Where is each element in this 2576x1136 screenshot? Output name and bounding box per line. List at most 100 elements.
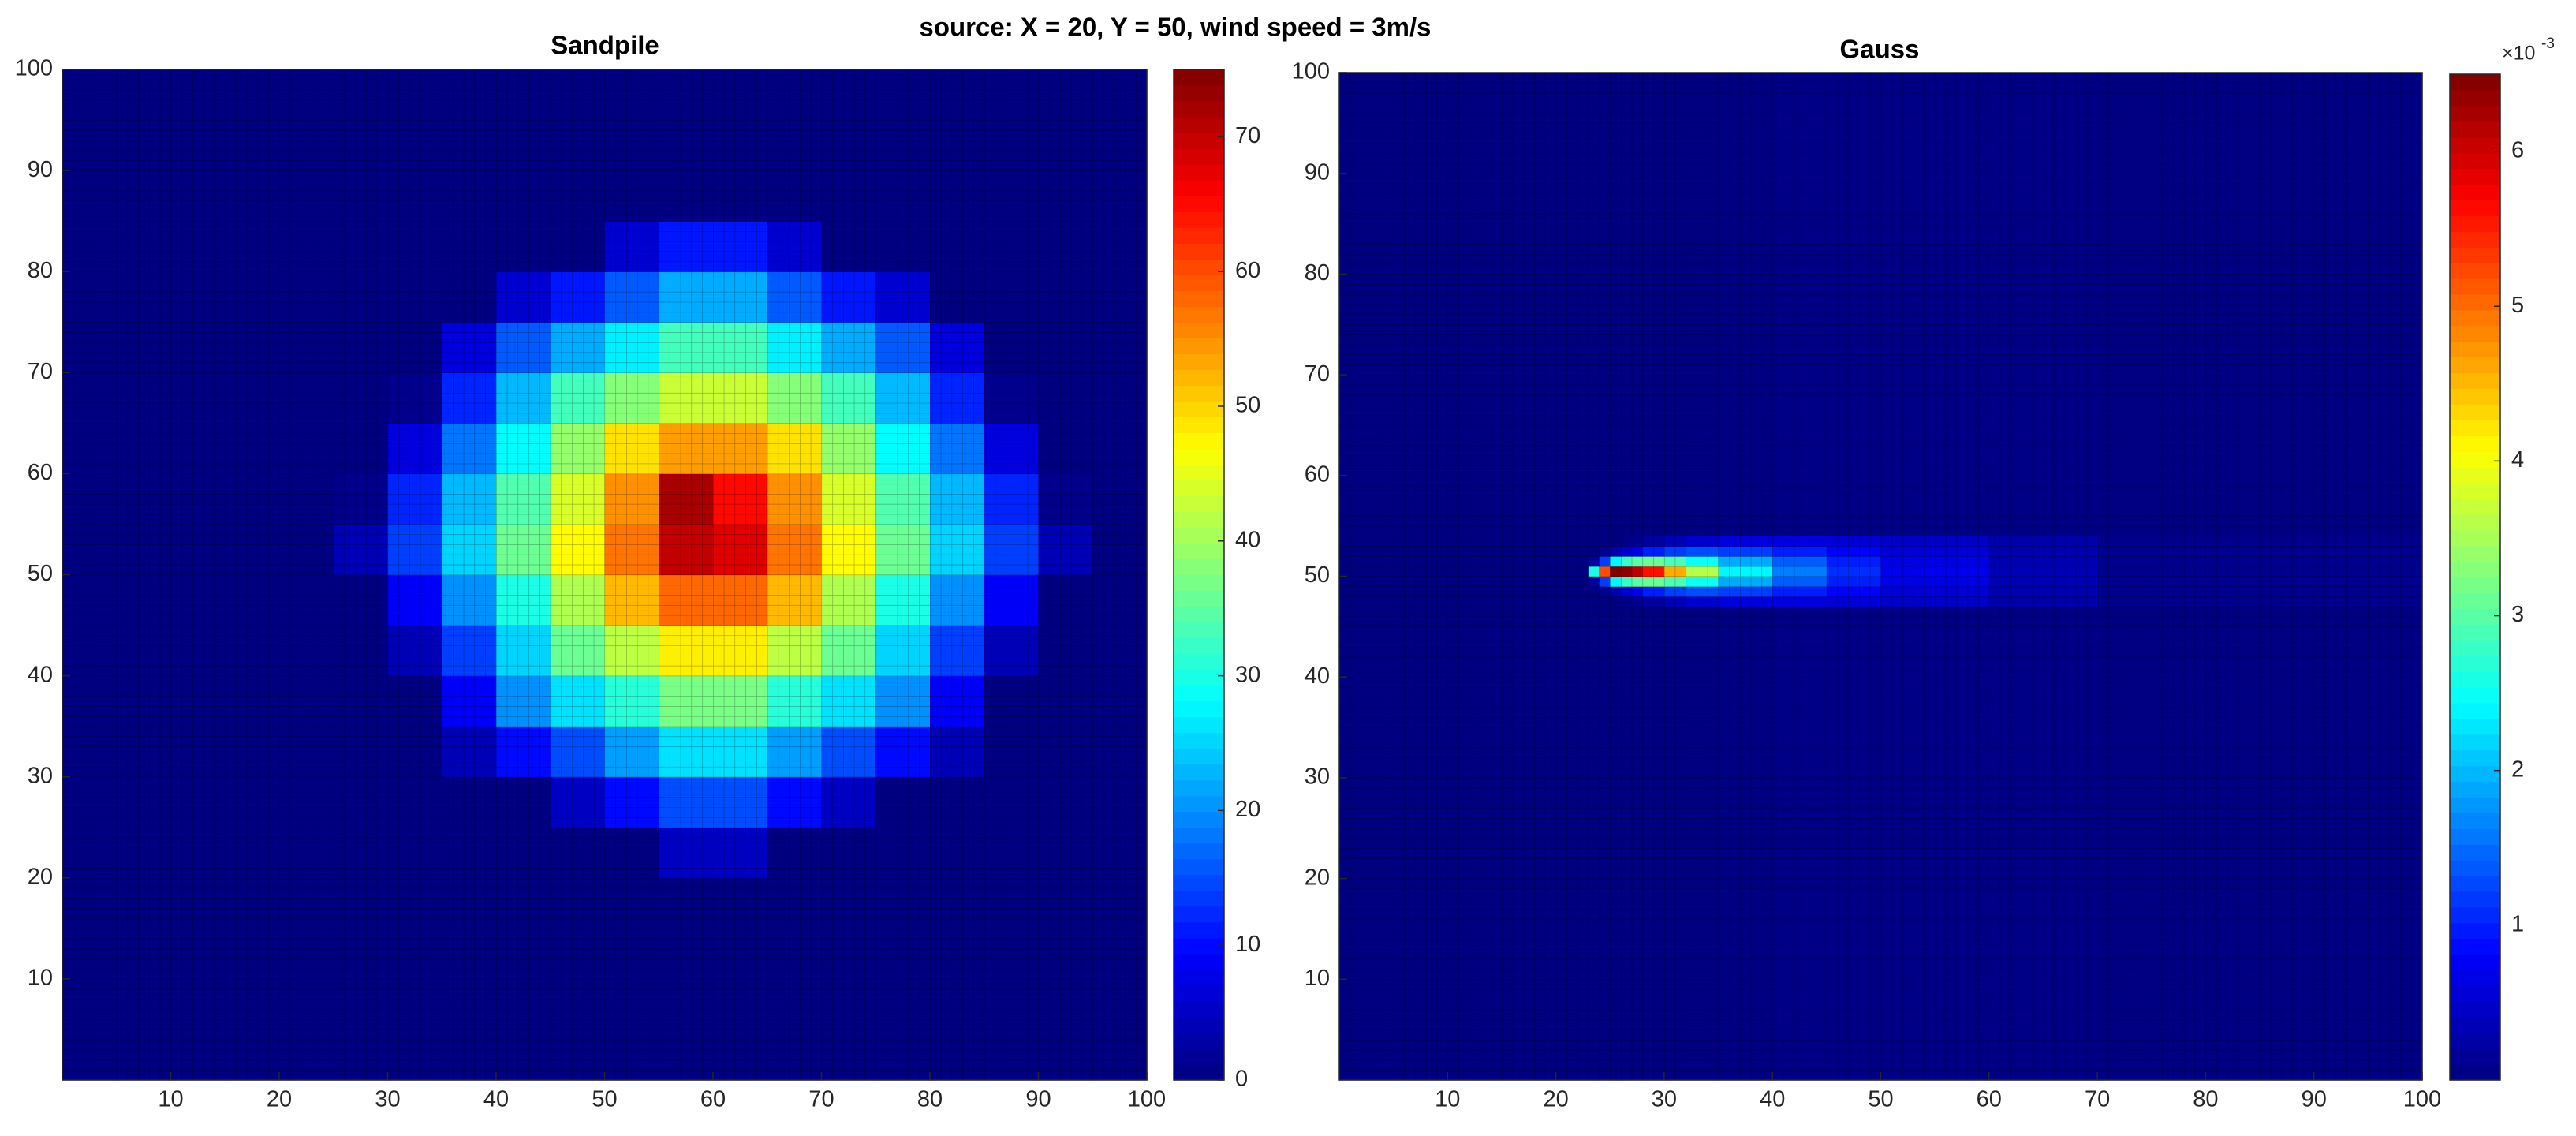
colorbar-tick-label: 70	[1235, 123, 1260, 148]
colorbar-step	[1174, 448, 1224, 465]
colorbar-tick-label: 10	[1235, 932, 1260, 957]
colorbar-tick-label: 60	[1235, 258, 1260, 283]
colorbar-step	[2450, 467, 2500, 484]
y-tick-label: 40	[1305, 663, 1330, 689]
x-tick-label: 20	[1543, 1087, 1568, 1112]
colorbar-step	[1174, 1048, 1224, 1065]
colorbar-frame	[1173, 69, 1225, 1081]
y-tick-label: 30	[28, 763, 53, 788]
colorbar-step	[2450, 1001, 2500, 1018]
y-tick-label: 30	[1305, 764, 1330, 790]
colorbar-step	[2450, 136, 2500, 154]
y-tick-label: 100	[15, 56, 53, 81]
colorbar-step	[2450, 74, 2500, 91]
colorbar-step	[1174, 480, 1224, 497]
colorbar-step	[1174, 906, 1224, 923]
figure-title: source: X = 20, Y = 50, wind speed = 3m/…	[919, 13, 1431, 42]
y-tick-label: 60	[1305, 462, 1330, 487]
x-tick-label: 30	[375, 1087, 400, 1112]
colorbar-step	[1174, 275, 1224, 291]
colorbar-step	[1174, 937, 1224, 955]
colorbar-tick-label: 20	[1235, 797, 1260, 822]
colorbar-step	[1174, 369, 1224, 386]
colorbar-step	[2450, 200, 2500, 216]
colorbar-step	[1174, 969, 1224, 986]
colorbar-step	[2450, 592, 2500, 609]
colorbar-tick-label: 1	[2511, 912, 2524, 937]
colorbar-step	[1174, 527, 1224, 544]
colorbar-step	[2450, 263, 2500, 279]
colorbar-step	[1174, 653, 1224, 671]
panel-title: Gauss	[1840, 35, 1920, 64]
colorbar-step	[1174, 685, 1224, 702]
colorbar-step	[1174, 921, 1224, 939]
colorbar-step	[2450, 640, 2500, 656]
x-tick-label: 40	[1760, 1087, 1785, 1112]
colorbar-step	[2450, 529, 2500, 547]
colorbar-tick-label: 40	[1235, 527, 1260, 552]
colorbar-step	[1174, 795, 1224, 813]
colorbar-step	[2450, 545, 2500, 562]
y-tick-label: 40	[28, 662, 53, 687]
colorbar-step	[1174, 764, 1224, 781]
colorbar-step	[2450, 970, 2500, 987]
colorbar-step	[2450, 215, 2500, 232]
colorbar-step	[1174, 858, 1224, 876]
colorbar-step	[2450, 168, 2500, 185]
colorbar-step	[2450, 309, 2500, 327]
colorbar-step	[1174, 669, 1224, 686]
x-tick-label: 50	[592, 1087, 617, 1112]
colorbar-step	[1174, 716, 1224, 734]
colorbar-step	[1174, 117, 1224, 133]
colorbar-tick-label: 3	[2511, 602, 2524, 627]
colorbar-step	[2450, 891, 2500, 908]
y-tick-label: 50	[1305, 562, 1330, 588]
colorbar-step	[2450, 357, 2500, 374]
colorbar-step	[1174, 495, 1224, 513]
colorbar-step	[1174, 101, 1224, 118]
colorbar-step	[1174, 827, 1224, 844]
colorbar-tick-label: 5	[2511, 293, 2524, 318]
colorbar-step	[1174, 385, 1224, 402]
x-tick-label: 70	[2085, 1087, 2110, 1112]
colorbar-step	[2450, 906, 2500, 924]
colorbar-step	[1174, 464, 1224, 481]
x-tick-label: 10	[1435, 1087, 1460, 1112]
colorbar-step	[2450, 860, 2500, 876]
colorbar-step	[1174, 196, 1224, 212]
y-tick-label: 80	[28, 258, 53, 283]
colorbar-tick-label: 50	[1235, 393, 1260, 418]
colorbar-step	[1174, 338, 1224, 354]
colorbar-step	[2450, 686, 2500, 704]
colorbar-step	[1174, 701, 1224, 718]
colorbar-step	[2450, 749, 2500, 767]
x-tick-label: 40	[483, 1087, 509, 1112]
x-tick-label: 80	[917, 1087, 943, 1112]
x-tick-label: 70	[808, 1087, 834, 1112]
colorbar-step	[1174, 69, 1224, 86]
y-tick-label: 10	[1305, 966, 1330, 991]
colorbar-step	[1174, 133, 1224, 149]
colorbar-step	[1174, 243, 1224, 260]
colorbar-step	[1174, 985, 1224, 1002]
colorbar-multiplier: ×10	[2502, 43, 2535, 65]
colorbar-step	[2450, 341, 2500, 358]
colorbar-step	[2450, 718, 2500, 735]
colorbar-step	[2450, 702, 2500, 719]
colorbar-step	[2450, 985, 2500, 1002]
colorbar-step	[2450, 482, 2500, 499]
colorbar-step	[2450, 388, 2500, 405]
colorbar-step	[1174, 811, 1224, 828]
colorbar-step	[2450, 656, 2500, 672]
colorbar-step	[1174, 417, 1224, 433]
colorbar-step	[1174, 622, 1224, 639]
colorbar-step	[1174, 543, 1224, 560]
colorbar-step	[1174, 574, 1224, 592]
colorbar-step	[2450, 844, 2500, 861]
colorbar-step	[1174, 85, 1224, 102]
colorbar-step	[1174, 401, 1224, 417]
y-tick-label: 20	[1305, 865, 1330, 890]
colorbar-step	[1174, 590, 1224, 607]
colorbar-step	[2450, 954, 2500, 971]
